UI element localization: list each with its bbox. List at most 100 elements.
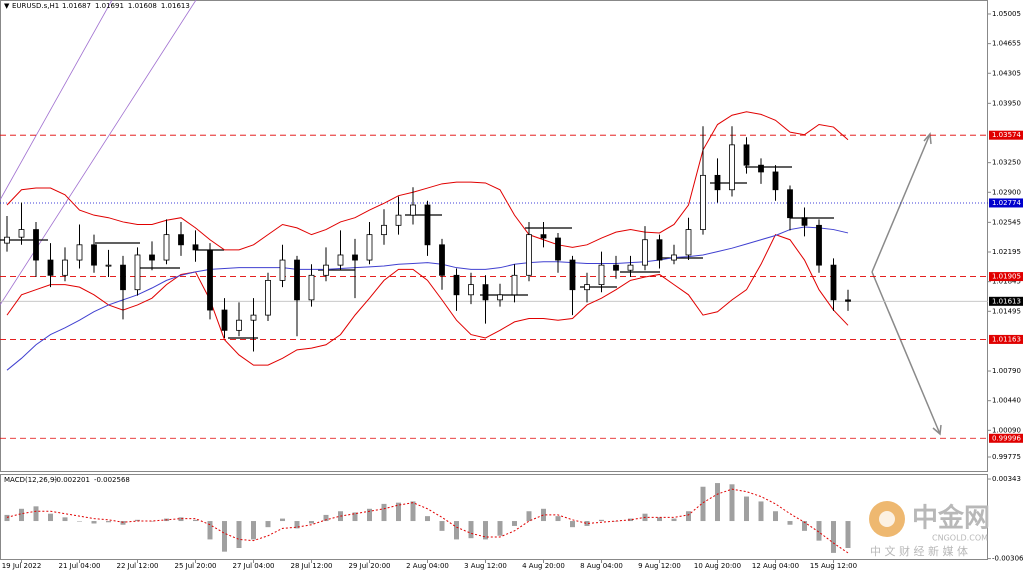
candle-body [33, 229, 39, 261]
indicator-line [6, 234, 849, 366]
candle-body [294, 259, 300, 301]
y-tick-label: 1.04655 [992, 40, 1021, 48]
macd-bar [439, 521, 445, 531]
macd-bar [497, 521, 503, 536]
macd-bar [396, 502, 401, 522]
candle-body [845, 299, 851, 302]
x-tick-label: 3 Aug 12:00 [464, 562, 507, 570]
x-tick-label: 29 Jul 20:00 [349, 562, 391, 570]
candle-body [105, 264, 112, 267]
menu-arrow[interactable]: ▼ [4, 2, 10, 10]
macd-bar [410, 501, 416, 522]
candle-body [555, 237, 561, 261]
macd-bar [700, 486, 706, 522]
macd-bar [425, 516, 430, 522]
indicator-line [6, 111, 849, 251]
candle-body [801, 217, 808, 226]
macd-bar [236, 521, 242, 548]
candle-body [772, 171, 779, 191]
level-tag [989, 334, 1023, 344]
candle-body [47, 259, 54, 276]
slogan: 中 文 财 经 新 媒 体 [870, 544, 968, 558]
macd-bar [671, 518, 677, 522]
macd-bar [628, 518, 633, 522]
y-tick-label: 1.00440 [992, 397, 1021, 405]
candle-body [4, 236, 10, 244]
macd-bar [468, 521, 474, 539]
projection-arrow-down [871, 271, 941, 435]
macd-bar [570, 521, 575, 528]
x-tick-label: 27 Jul 04:00 [233, 562, 275, 570]
x-tick-label: 15 Aug 12:00 [810, 562, 857, 570]
candle-body [91, 244, 97, 266]
macd-bar [251, 521, 256, 540]
macd-bar [599, 519, 604, 522]
symbol: EURUSD.s,H1 [12, 2, 59, 10]
candle-body [236, 319, 242, 331]
candle-body [279, 259, 286, 281]
macd-bar [193, 519, 198, 522]
macd-bar [555, 516, 561, 522]
macd-bar [802, 521, 807, 531]
macd-reading: -0.002201 [54, 476, 90, 484]
quote-value: 1.01691 [95, 2, 124, 10]
level-tag [989, 433, 1023, 443]
candle-body [627, 264, 634, 271]
macd-readings: -0.002201 -0.002568 [54, 476, 130, 484]
macd-bar [149, 521, 155, 522]
macd-bar [715, 483, 720, 522]
level-label: 1.01163 [992, 335, 1021, 343]
candle-body [598, 264, 605, 286]
macd-bar [4, 514, 10, 522]
candle-body [207, 249, 213, 311]
candle-body [584, 284, 590, 291]
macd-bar [381, 503, 387, 522]
macd-bar [773, 511, 778, 522]
macd-bar [686, 511, 691, 522]
macd-bar [584, 521, 590, 526]
x-tick-label: 8 Aug 04:00 [580, 562, 623, 570]
y-tick-label: 1.03250 [992, 159, 1021, 167]
y-tick-label: 1.02195 [992, 248, 1021, 256]
main-pane-frame [0, 0, 988, 472]
macd-bar [541, 508, 546, 522]
macd-bar [758, 501, 764, 522]
macd-bar [48, 513, 53, 522]
macd-bar [77, 521, 82, 522]
macd-bar [294, 521, 300, 529]
level-label: 1.01905 [992, 273, 1021, 281]
candle-body [700, 174, 706, 230]
candle-body [656, 239, 663, 261]
candle-body [685, 229, 692, 256]
candle-body [714, 174, 721, 191]
y-tick-label: 1.01495 [992, 307, 1021, 315]
macd-bar [222, 521, 227, 552]
candle-body [453, 274, 460, 296]
macd-bar [454, 521, 459, 540]
x-tick-label: 28 Jul 12:00 [291, 562, 333, 570]
macd-bar [526, 511, 532, 522]
macd-bar [323, 514, 329, 522]
candle-body [526, 234, 532, 276]
macd-bar [19, 508, 24, 522]
candle-body [671, 254, 677, 261]
x-tick-label: 25 Jul 20:00 [175, 562, 217, 570]
y-tick-label: 0.00343 [992, 475, 1021, 483]
y-tick-label: 0.99775 [992, 453, 1021, 461]
brand: 中金网 [912, 503, 990, 534]
macd-bar [729, 484, 735, 522]
candle-body [250, 314, 257, 321]
candle-body [381, 224, 387, 236]
level-tag [989, 198, 1023, 208]
macd-title: MACD(12,26,9) [4, 476, 57, 484]
macd-bar [135, 519, 140, 522]
macd-pane-frame [0, 474, 988, 560]
x-tick-label: 21 Jul 04:00 [59, 562, 101, 570]
level-label: 1.01613 [992, 297, 1021, 305]
candle-body [18, 229, 25, 238]
level-tag [989, 296, 1023, 306]
macd-bar [352, 512, 358, 522]
channel-line [0, 0, 197, 306]
candle-body [366, 234, 373, 261]
